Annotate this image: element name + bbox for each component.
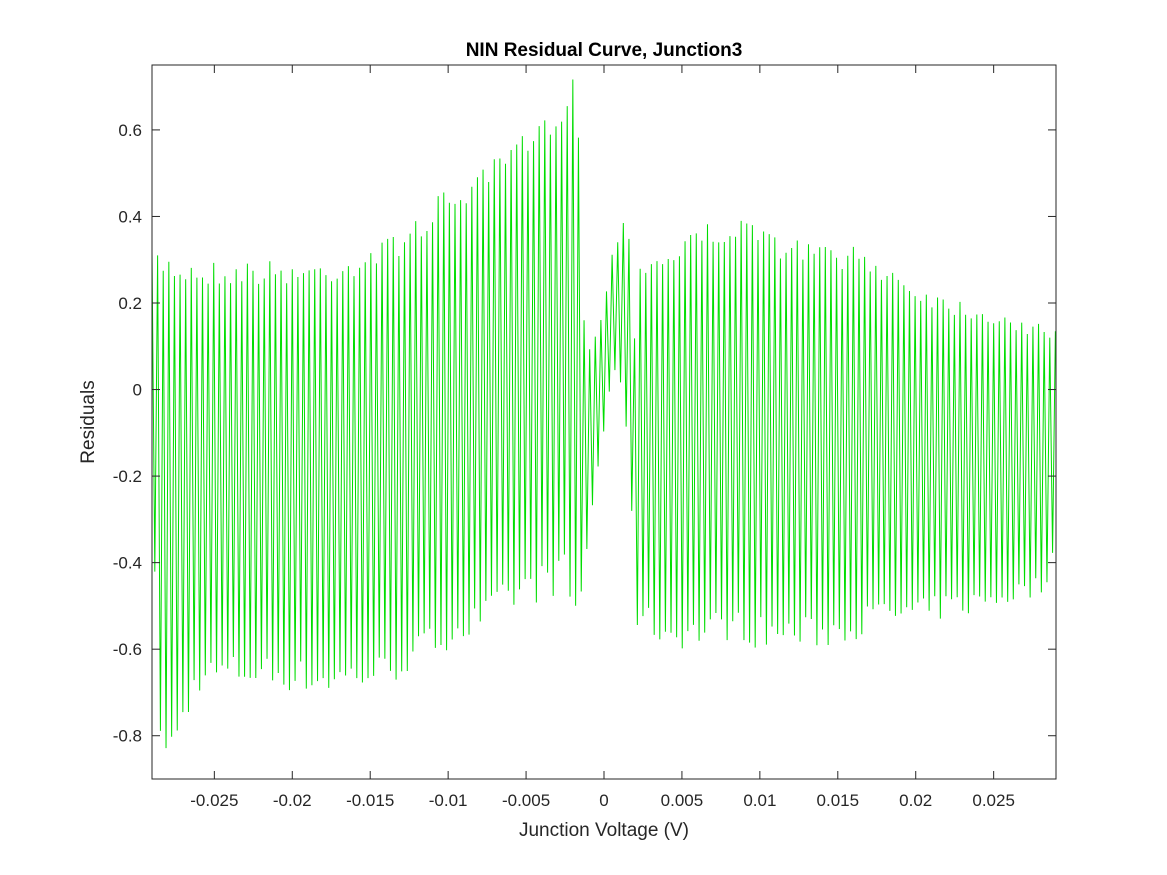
x-tick-label: -0.015 <box>346 791 394 810</box>
x-tick-label: 0 <box>599 791 608 810</box>
y-tick-label: 0 <box>133 381 142 400</box>
y-tick-label: 0.6 <box>118 121 142 140</box>
y-axis-title: Residuals <box>78 380 99 463</box>
x-tick-label: 0.005 <box>661 791 704 810</box>
y-tick-label: -0.4 <box>113 554 142 573</box>
x-axis-title: Junction Voltage (V) <box>519 820 689 841</box>
y-tick-label: -0.6 <box>113 640 142 659</box>
x-tick-label: 0.015 <box>817 791 860 810</box>
x-tick-label: -0.005 <box>502 791 550 810</box>
y-tick-label: -0.8 <box>113 727 142 746</box>
x-tick-label: 0.01 <box>743 791 776 810</box>
x-tick-label: 0.025 <box>972 791 1015 810</box>
chart-title: NIN Residual Curve, Junction3 <box>466 40 743 61</box>
x-tick-label: -0.025 <box>190 791 238 810</box>
x-tick-label: -0.01 <box>429 791 468 810</box>
y-tick-label: 0.2 <box>118 294 142 313</box>
y-tick-label: 0.4 <box>118 207 142 226</box>
y-tick-label: -0.2 <box>113 467 142 486</box>
x-tick-label: -0.02 <box>273 791 312 810</box>
x-tick-label: 0.02 <box>899 791 932 810</box>
plot-frame <box>151 64 1057 780</box>
residual-series-line <box>152 79 1056 749</box>
